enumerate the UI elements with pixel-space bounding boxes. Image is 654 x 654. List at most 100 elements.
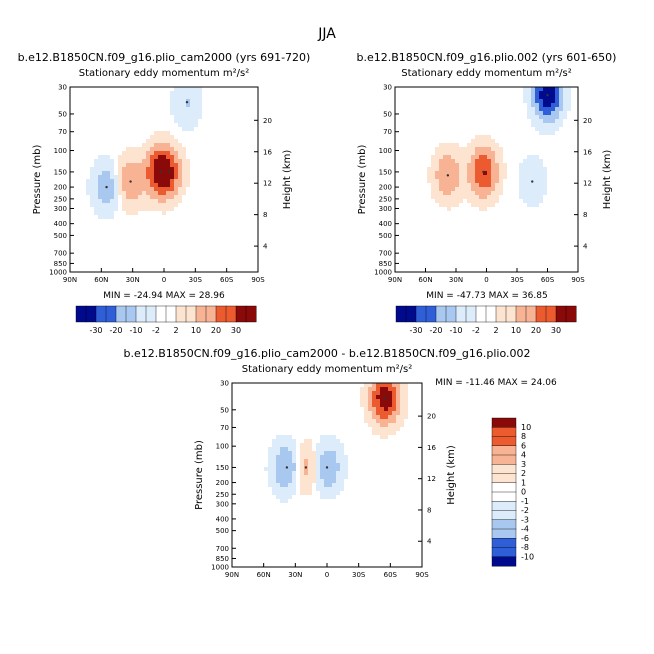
heatmap-cell — [280, 443, 284, 447]
heatmap-cell — [272, 475, 276, 479]
heatmap-cell — [551, 111, 555, 115]
heatmap-cell — [328, 487, 332, 491]
heatmap-cell — [487, 163, 491, 167]
heatmap-cell — [451, 175, 455, 179]
heatmap-cell — [170, 163, 174, 167]
y-tick-label: 50 — [220, 406, 229, 414]
colorbar-swatch — [105, 305, 117, 323]
heatmap-cell — [118, 179, 122, 183]
x-tick-label: 60N — [94, 276, 108, 284]
heatmap-cell — [483, 139, 487, 143]
heatmap-cell — [479, 135, 483, 139]
heatmap-cell — [376, 431, 380, 435]
heatmap-cell — [174, 99, 178, 103]
heatmap-cell — [110, 179, 114, 183]
heatmap-cell — [479, 143, 483, 147]
x-tick-label: 60S — [220, 276, 234, 284]
heatmap-cell — [312, 479, 316, 483]
colorbar-swatch — [545, 305, 557, 323]
heatmap-cell — [392, 419, 396, 423]
heatmap-cell — [439, 175, 443, 179]
y-axis-label: Pressure (mb) — [194, 440, 205, 510]
heatmap-cell — [162, 163, 166, 167]
heatmap-cell — [499, 163, 503, 167]
heatmap-cell — [451, 171, 455, 175]
heatmap-cell — [447, 171, 451, 175]
heatmap-cell — [178, 119, 182, 123]
heatmap-cell — [142, 187, 146, 191]
heatmap-cell — [134, 171, 138, 175]
heatmap-cell — [491, 155, 495, 159]
colorbar-label: -20 — [429, 326, 442, 335]
heatmap-cell — [539, 95, 543, 99]
heatmap-cell — [106, 163, 110, 167]
heatmap-cell — [384, 403, 388, 407]
heatmap-cell — [396, 399, 400, 403]
heatmap-cell — [451, 187, 455, 191]
heatmap-cell — [531, 175, 535, 179]
heatmap-cell — [142, 179, 146, 183]
colorbar-label: -1 — [521, 497, 529, 506]
heatmap-cell — [487, 147, 491, 151]
heatmap-cell — [90, 203, 94, 207]
heatmap-cell — [154, 143, 158, 147]
heatmap-cell — [312, 467, 316, 471]
heatmap-cell — [134, 179, 138, 183]
x-tick-label: 60S — [384, 571, 398, 579]
heatmap-cell — [455, 195, 459, 199]
heatmap-cell — [154, 155, 158, 159]
heatmap-cell — [106, 183, 110, 187]
colorbar-label: 3 — [521, 460, 526, 469]
heatmap-cell — [555, 119, 559, 123]
heatmap-cell — [134, 183, 138, 187]
heatmap-cell — [86, 191, 90, 195]
heatmap-cell — [158, 163, 162, 167]
heatmap-cell — [154, 163, 158, 167]
heatmap-cell — [479, 179, 483, 183]
heatmap-cell — [491, 171, 495, 175]
heatmap-cell — [487, 199, 491, 203]
heatmap-cell — [162, 139, 166, 143]
heatmap-cell — [130, 175, 134, 179]
heatmap-cell — [94, 203, 98, 207]
colorbar-swatch — [491, 445, 517, 456]
heatmap-cell — [114, 175, 118, 179]
heatmap-cell — [178, 175, 182, 179]
heatmap-cell — [559, 119, 563, 123]
heatmap-cell — [150, 139, 154, 143]
heatmap-cell — [491, 159, 495, 163]
heatmap-cell — [475, 163, 479, 167]
heatmap-cell — [332, 495, 336, 499]
heatmap-cell — [324, 463, 328, 467]
colorbar-label: -4 — [521, 525, 529, 534]
x-tick-label: 30N — [288, 571, 302, 579]
heatmap-cell — [94, 191, 98, 195]
heatmap-cell — [483, 135, 487, 139]
heatmap-cell — [178, 187, 182, 191]
heatmap-cell — [559, 103, 563, 107]
heatmap-cell — [336, 463, 340, 467]
heatmap-cell — [276, 435, 280, 439]
heatmap-cell — [431, 187, 435, 191]
heatmap-cell — [376, 383, 380, 387]
heatmap-cell — [162, 191, 166, 195]
heatmap-cell — [495, 163, 499, 167]
heatmap-cell — [463, 159, 467, 163]
heatmap-cell — [455, 183, 459, 187]
colorbar-label: -20 — [109, 326, 122, 335]
heatmap-cell — [186, 115, 190, 119]
heatmap-cell — [455, 155, 459, 159]
heatmap-cell — [555, 127, 559, 131]
heatmap-cell — [368, 399, 372, 403]
heatmap-cell — [110, 199, 114, 203]
heatmap-cell — [150, 163, 154, 167]
heatmap-cell — [495, 175, 499, 179]
heatmap-cell — [150, 187, 154, 191]
heatmap-cell — [392, 383, 396, 387]
y-tick-label: 300 — [216, 500, 229, 508]
heatmap-cell — [563, 99, 567, 103]
colorbar-swatch — [435, 305, 447, 323]
heatmap-cell — [531, 187, 535, 191]
heatmap-cell — [435, 171, 439, 175]
heatmap-cell — [280, 439, 284, 443]
